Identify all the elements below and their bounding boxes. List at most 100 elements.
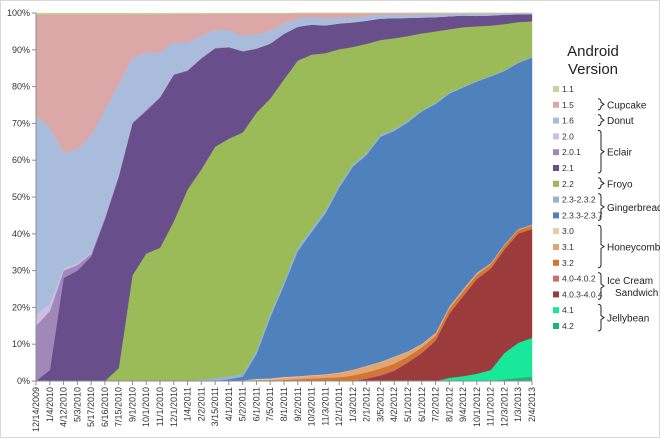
legend-swatch bbox=[553, 244, 559, 250]
legend-item-label: 3.0 bbox=[562, 226, 574, 236]
y-tick-label: 100% bbox=[7, 8, 30, 18]
legend-group-brace bbox=[597, 224, 605, 269]
x-tick-label: 4/1/2011 bbox=[224, 387, 234, 421]
legend-group-brace bbox=[597, 303, 605, 332]
x-tick-label: 6/16/2010 bbox=[100, 387, 110, 427]
legend-group-label: Honeycomb bbox=[607, 243, 660, 254]
y-tick-label: 50% bbox=[12, 192, 30, 202]
legend-item-label: 2.1 bbox=[562, 163, 574, 173]
x-tick-label: 5/1/2012 bbox=[403, 387, 413, 422]
legend-swatch bbox=[553, 307, 559, 314]
x-tick-label: 1/4/2011 bbox=[183, 387, 193, 421]
x-tick-label: 5/17/2010 bbox=[86, 387, 96, 427]
x-tick-label: 9/1/2010 bbox=[127, 387, 137, 422]
legend-group-label: Eclair bbox=[607, 148, 633, 159]
legend-group-label: Froyo bbox=[607, 179, 633, 190]
y-tick-label: 20% bbox=[12, 302, 30, 312]
legend-title-line1: Android bbox=[567, 43, 619, 60]
x-tick-label: 11/1/2010 bbox=[155, 387, 165, 426]
x-tick-label: 12/14/2009 bbox=[31, 387, 41, 432]
legend-item-label: 2.3.3-2.3.7 bbox=[562, 210, 603, 220]
legend-swatch bbox=[553, 180, 559, 187]
x-tick-label: 8/1/2012 bbox=[444, 387, 454, 422]
legend-item-label: 1.1 bbox=[562, 84, 574, 94]
x-tick-label: 11/1/2012 bbox=[486, 387, 496, 426]
legend-item-label: 4.0-4.0.2 bbox=[562, 274, 596, 284]
x-tick-label: 5/3/2010 bbox=[72, 387, 82, 422]
x-tick-label: 5/2/2011 bbox=[238, 387, 248, 421]
legend-item-label: 3.1 bbox=[562, 242, 574, 252]
legend-group-label: Cupcake bbox=[607, 100, 647, 111]
x-tick-label: 10/1/2010 bbox=[141, 387, 151, 427]
legend-swatch bbox=[553, 212, 559, 219]
x-tick-label: 2/1/2012 bbox=[362, 387, 372, 422]
legend-item-label: 2.2 bbox=[562, 179, 574, 189]
legend-swatch bbox=[553, 323, 559, 329]
legend-swatch bbox=[553, 165, 559, 171]
legend-swatch bbox=[553, 275, 559, 282]
legend-group-label: Jellybean bbox=[607, 314, 649, 325]
x-tick-label: 12/1/2010 bbox=[169, 387, 179, 427]
legend-item-label: 4.2 bbox=[562, 321, 574, 331]
x-tick-label: 3/5/2012 bbox=[375, 387, 385, 422]
area-series-1.1 bbox=[35, 12, 532, 15]
legend-swatch bbox=[553, 259, 559, 266]
y-tick-label: 60% bbox=[12, 155, 30, 165]
x-tick-label: 12/1/2011 bbox=[334, 387, 344, 426]
area-series-group bbox=[35, 12, 533, 382]
legend-group-brace bbox=[597, 272, 605, 300]
y-tick-label: 0% bbox=[17, 376, 30, 386]
legend-group-label: Gingerbread bbox=[607, 203, 660, 214]
x-tick-label: 9/2/2011 bbox=[293, 387, 303, 421]
x-tick-label: 6/1/2012 bbox=[417, 387, 427, 422]
x-tick-label: 8/1/2011 bbox=[279, 387, 289, 421]
x-tick-label: 6/1/2011 bbox=[251, 387, 261, 421]
legend-swatch bbox=[553, 86, 559, 92]
legend-title-line2: Version bbox=[568, 61, 618, 78]
y-tick-label: 80% bbox=[12, 82, 30, 92]
y-tick-label: 40% bbox=[12, 229, 30, 239]
legend-item-label: 4.0.3-4.0.4 bbox=[562, 289, 603, 299]
legend-swatch bbox=[553, 149, 559, 156]
legend-item-label: 2.3-2.3.2 bbox=[562, 195, 596, 205]
x-tick-label: 7/2/2012 bbox=[431, 387, 441, 422]
legend-group-brace bbox=[597, 114, 605, 127]
legend-group-brace bbox=[597, 98, 605, 111]
legend-swatch bbox=[553, 196, 559, 203]
x-tick-label: 2/4/2013 bbox=[527, 387, 537, 422]
legend-item-label: 4.1 bbox=[562, 305, 574, 315]
y-tick-label: 30% bbox=[12, 266, 30, 276]
x-tick-label: 1/3/2012 bbox=[348, 387, 358, 422]
x-tick-label: 11/3/2011 bbox=[320, 387, 330, 426]
x-axis-ticks: 12/14/2009 1/4/2010 4/12/2010 5/3/2010 5/17/… bbox=[31, 381, 537, 432]
legend-swatch bbox=[553, 291, 559, 298]
x-tick-label: 1/3/2013 bbox=[513, 387, 523, 422]
y-tick-label: 70% bbox=[12, 118, 30, 128]
x-tick-label: 7/5/2011 bbox=[265, 387, 275, 421]
legend-swatch bbox=[553, 133, 559, 140]
x-tick-label: 10/3/2011 bbox=[307, 387, 317, 426]
x-tick-label: 4/12/2010 bbox=[59, 387, 69, 427]
x-tick-label: 1/4/2010 bbox=[45, 387, 55, 422]
y-tick-label: 10% bbox=[12, 339, 30, 349]
legend-group-label: Ice Cream bbox=[607, 276, 653, 287]
x-tick-label: 2/2/2011 bbox=[196, 387, 206, 421]
x-tick-label: 3/15/2011 bbox=[210, 387, 220, 426]
legend-item-label: 2.0 bbox=[562, 131, 574, 141]
legend-swatch bbox=[553, 101, 559, 108]
legend-swatch bbox=[553, 228, 559, 235]
x-tick-label: 4/2/2012 bbox=[389, 387, 399, 422]
legend-item-label: 2.0.1 bbox=[562, 147, 581, 157]
legend-group-label: Sandwich bbox=[615, 288, 658, 299]
legend-group-brace bbox=[597, 177, 605, 190]
x-tick-label: 12/3/2012 bbox=[499, 387, 509, 427]
legend-item-label: 1.5 bbox=[562, 100, 574, 110]
legend: Android Version 1.1 1.5 1.6 2.0 2.0.1 2.1 2.2 2… bbox=[553, 43, 660, 332]
y-axis-ticks: 0% 10% 20% 30% 40% 50% 60% 70% 80% 90% 100% bbox=[7, 8, 36, 386]
y-tick-label: 90% bbox=[12, 45, 30, 55]
x-tick-label: 10/1/2012 bbox=[472, 387, 482, 427]
legend-item-label: 3.2 bbox=[562, 258, 574, 268]
legend-group-brace bbox=[597, 193, 605, 221]
